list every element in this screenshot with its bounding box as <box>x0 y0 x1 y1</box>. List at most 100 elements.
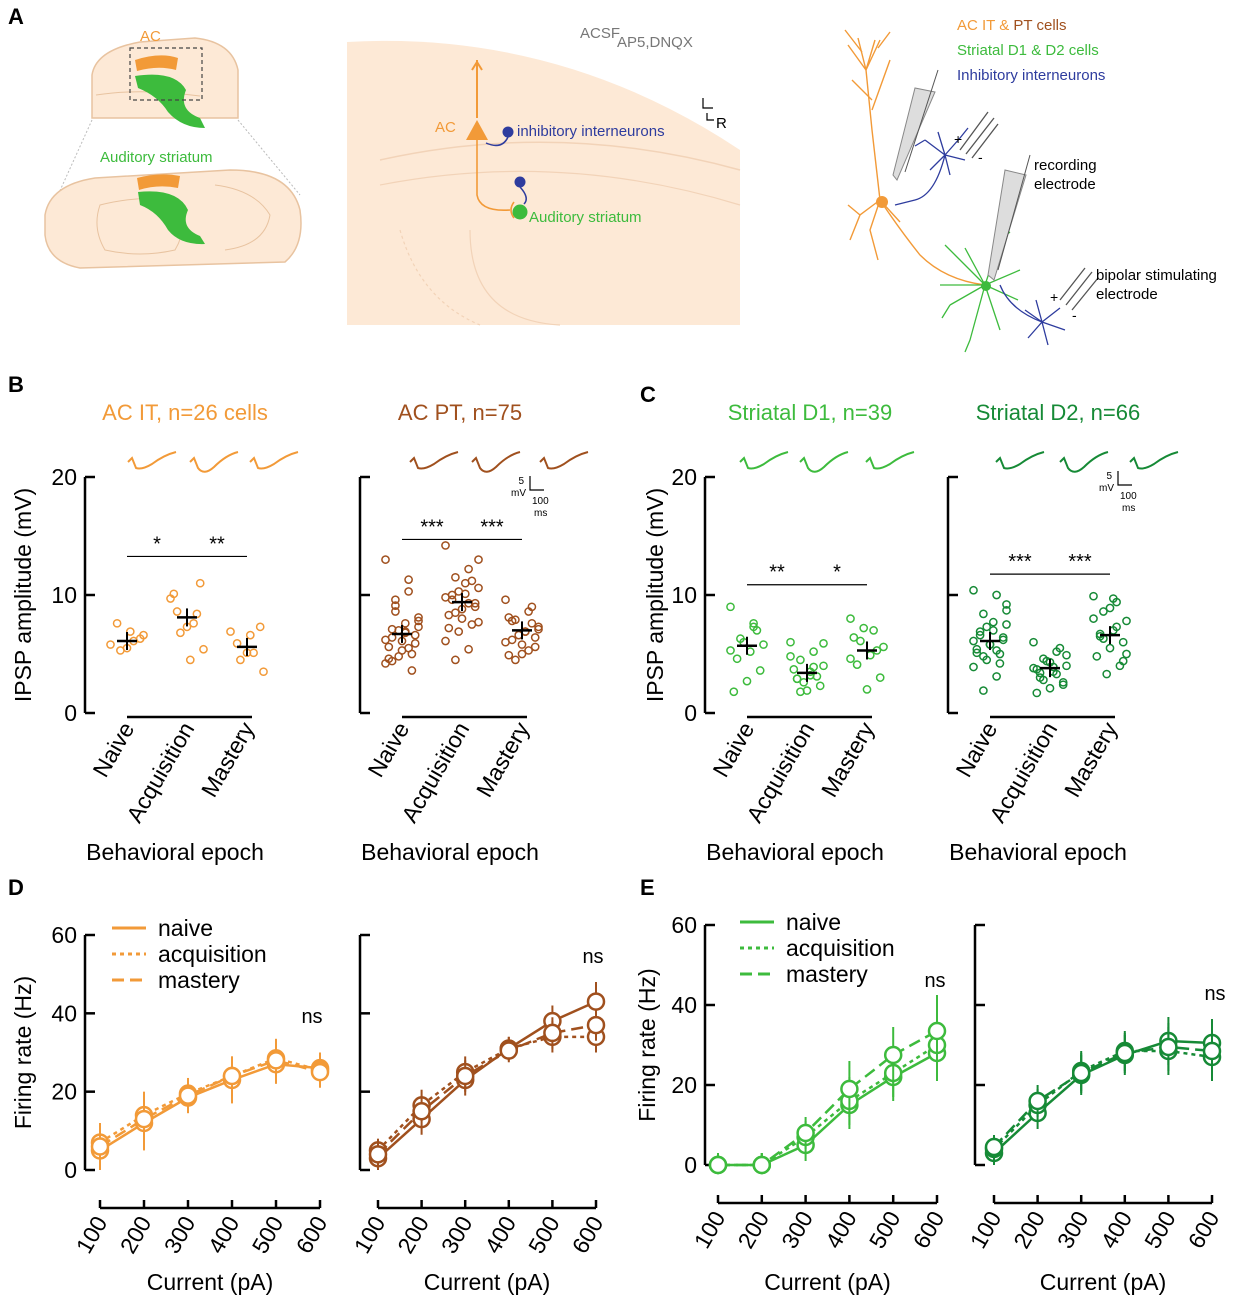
data-point <box>381 635 390 645</box>
data-point-mastery <box>543 1023 562 1043</box>
panel-label-d: D <box>8 875 24 900</box>
data-point <box>992 590 1001 600</box>
x-tick-label: 300 <box>776 1207 818 1253</box>
ipsp-trace <box>865 451 915 470</box>
ns-annotation: ns <box>1204 983 1225 1005</box>
data-point-mastery <box>796 1123 815 1143</box>
x-tick-label: 100 <box>965 1207 1007 1253</box>
stim-minus-top: - <box>978 149 983 165</box>
significance-label: * <box>153 533 161 555</box>
x-tick-label: 300 <box>159 1212 201 1258</box>
data-point <box>125 627 135 636</box>
data-point <box>474 555 483 564</box>
x-tick-label: 400 <box>820 1207 862 1253</box>
data-point <box>852 660 862 669</box>
fi-chart-2: 100 200 300 400 500 600 Current (pA) ns <box>349 933 609 1295</box>
ac-region-lateral <box>137 174 180 190</box>
data-point <box>1105 643 1115 653</box>
scale-bar <box>529 476 544 491</box>
fi-chart-4: 100 200 300 400 500 600 Current (pA) ns <box>965 923 1226 1295</box>
category-label: Mastery <box>196 717 260 801</box>
data-point <box>869 626 878 635</box>
circuit-diagram: AC IT & PT cells Striatal D1 & D2 cells … <box>844 17 1217 353</box>
brain-schematic: AC Auditory striatum <box>44 28 302 269</box>
data-point <box>856 636 865 646</box>
data-point <box>1029 637 1038 647</box>
data-point <box>527 618 537 628</box>
recording-pipette <box>987 169 1027 281</box>
data-point <box>441 636 450 646</box>
data-point <box>809 662 818 672</box>
scale-ms-unit: ms <box>1122 503 1135 514</box>
data-point <box>199 644 208 654</box>
data-point <box>517 640 527 649</box>
series-line-naive <box>99 1062 321 1152</box>
category-label: Mastery <box>1059 717 1123 801</box>
cortical-interneuron <box>894 127 969 206</box>
x-tick-label: 600 <box>567 1212 609 1258</box>
data-point <box>172 607 182 616</box>
data-point <box>414 613 423 622</box>
data-point <box>988 626 998 635</box>
data-point <box>726 602 735 612</box>
data-point <box>387 656 397 666</box>
x-tick-label: 200 <box>392 1212 434 1258</box>
slice-striatum-label: Auditory striatum <box>529 209 642 226</box>
data-point <box>1092 652 1102 661</box>
legend-label-mastery: mastery <box>158 967 240 993</box>
data-point-mastery <box>90 1137 110 1156</box>
x-axis-label: Behavioral epoch <box>361 839 539 865</box>
x-tick-label: 100 <box>349 1212 391 1258</box>
data-point <box>799 677 809 687</box>
data-point-mastery <box>1115 1043 1135 1063</box>
data-point <box>259 667 268 677</box>
panel-label-a: A <box>8 4 24 29</box>
recording-pipette-cortex <box>892 87 936 181</box>
data-point-mastery <box>1159 1037 1178 1057</box>
data-point <box>517 649 527 659</box>
ipsp-trace <box>189 451 239 473</box>
data-point <box>969 662 978 672</box>
data-point <box>135 634 145 644</box>
series-line-acquisition <box>377 1035 596 1152</box>
y-tick-label: 0 <box>64 700 77 726</box>
data-point <box>1002 600 1011 609</box>
zoom-box <box>129 47 203 101</box>
x-tick-label: 100 <box>689 1207 731 1253</box>
y-tick-label: 0 <box>684 1152 697 1178</box>
data-point <box>1002 620 1011 629</box>
data-point <box>451 572 460 582</box>
data-point <box>407 666 417 675</box>
data-point <box>400 618 410 628</box>
striatum-label: Auditory striatum <box>100 149 213 166</box>
legend-ac-cells: AC IT & PT cells <box>957 17 1066 34</box>
data-point <box>534 624 543 634</box>
data-point-mastery <box>412 1102 431 1121</box>
data-point <box>796 687 805 697</box>
x-axis-label: Current (pA) <box>1040 1269 1167 1295</box>
x-tick-label: 200 <box>115 1212 157 1258</box>
scale-mv-value: 5 <box>518 476 524 487</box>
y-tick-label: 20 <box>671 464 697 490</box>
significance-label: *** <box>1008 551 1032 573</box>
x-tick-label: 500 <box>523 1212 565 1258</box>
significance-label: ** <box>209 533 225 555</box>
y-tick-label: 60 <box>671 912 697 938</box>
striatum-region-top <box>135 74 205 128</box>
series-line-mastery <box>993 1045 1213 1148</box>
chart-title: Striatal D2, n=66 <box>976 400 1140 425</box>
ipsp-trace <box>1059 451 1109 473</box>
data-point <box>524 646 533 655</box>
stim-minus-bottom: - <box>1072 307 1077 323</box>
data-point <box>414 616 423 626</box>
data-point <box>501 595 510 605</box>
x-tick-label: 300 <box>1052 1207 1094 1253</box>
series-line-mastery <box>99 1059 321 1148</box>
category-label: Mastery <box>471 717 535 801</box>
striatal-neuron-diagram <box>940 231 1021 353</box>
data-point <box>176 628 185 638</box>
data-point <box>969 636 978 646</box>
x-tick-label: 100 <box>71 1212 113 1258</box>
